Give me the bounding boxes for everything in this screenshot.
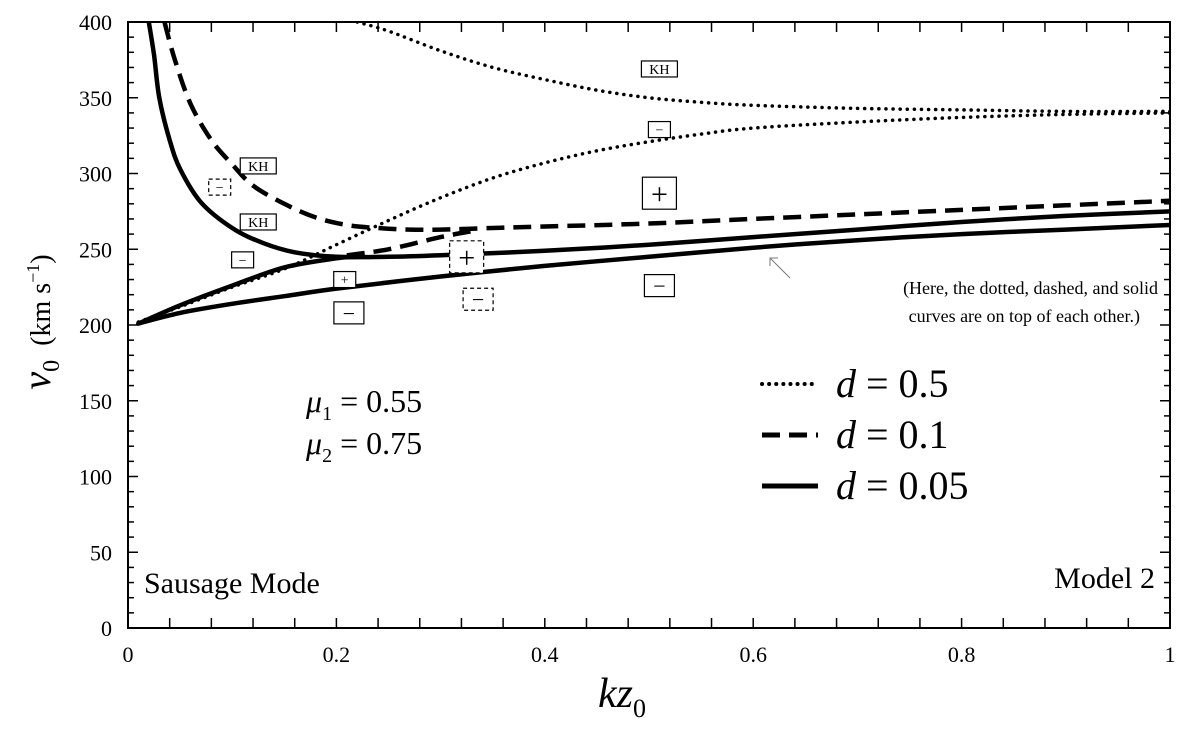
y-tick-label: 300 xyxy=(79,162,112,187)
x-tick-label: 0.2 xyxy=(323,642,351,667)
box-label-frame xyxy=(640,60,679,78)
y-tick-label: 150 xyxy=(79,389,112,414)
box-label-text: − xyxy=(653,274,665,299)
y-axis-title-base: v xyxy=(14,372,59,390)
box-label: + xyxy=(333,270,357,289)
param-mu2-sub: 2 xyxy=(322,445,332,467)
box-label-frame xyxy=(231,251,255,269)
params: μ1 = 0.55 μ2 = 0.75 xyxy=(305,383,422,467)
box-label: − xyxy=(647,120,672,139)
param-mu2-sym: μ xyxy=(305,425,322,461)
param-mu1-eq: = 0.55 xyxy=(332,383,422,419)
tick-marks xyxy=(127,21,1171,629)
legend-label-solid: d = 0.05 xyxy=(836,463,969,508)
box-label-text: − xyxy=(343,301,355,326)
curve-dashed-upper xyxy=(162,22,1170,232)
box-label: KH xyxy=(640,60,679,78)
box-label: KH xyxy=(239,157,277,175)
y-tick-label: 400 xyxy=(79,10,112,35)
legend-label-dotted: d = 0.5 xyxy=(836,361,949,406)
box-label: KH xyxy=(239,213,277,231)
legend-solid-prefix: d xyxy=(836,463,857,508)
legend-dashed-eq: = 0.1 xyxy=(856,412,949,457)
box-label-frame xyxy=(643,274,676,298)
y-tick-label: 0 xyxy=(101,616,112,641)
tick-labels: 0 0.2 0.4 0.6 0.8 1 0 50 100 150 200 250 300 350 400 xyxy=(79,10,1176,667)
mode-label: Sausage Mode xyxy=(144,567,320,600)
curve-solid-upper xyxy=(146,22,1170,260)
curves xyxy=(136,22,1170,326)
model-label: Model 2 xyxy=(1054,562,1155,595)
legend-label-dashed: d = 0.1 xyxy=(836,412,949,457)
box-label-text: − xyxy=(655,124,663,139)
y-tick-label: 350 xyxy=(79,86,112,111)
note-line-2: curves are on top of each other.) xyxy=(909,306,1140,327)
box-label: − xyxy=(462,287,494,312)
box-label-text: + xyxy=(458,242,475,275)
box-label-text: + xyxy=(341,274,349,289)
box-label: + xyxy=(641,176,678,211)
box-label-frame xyxy=(449,240,485,274)
box-label-frame xyxy=(641,176,678,210)
x-tick-label: 0 xyxy=(123,642,134,667)
box-label-frame xyxy=(647,120,672,139)
x-axis-title-base: kz xyxy=(598,671,633,717)
curve-dotted-upper xyxy=(355,22,1170,114)
box-label: − xyxy=(208,178,232,196)
x-axis-title-sub: 0 xyxy=(633,694,646,723)
box-label-frame xyxy=(333,270,357,289)
x-tick-label: 1 xyxy=(1165,642,1176,667)
box-label: − xyxy=(643,274,676,299)
legend-dashed-prefix: d xyxy=(836,412,857,457)
y-axis-title-unit-sup: −1 xyxy=(23,264,43,283)
note-arrow xyxy=(769,257,791,279)
box-label-text: − xyxy=(216,181,224,196)
box-label: − xyxy=(231,251,255,269)
param-mu2-eq: = 0.75 xyxy=(332,425,422,461)
y-axis-title-sub: 0 xyxy=(39,360,65,372)
curve-solid-connector xyxy=(136,254,360,326)
param-mu2: μ2 = 0.75 xyxy=(305,425,422,467)
box-label-frame xyxy=(462,287,494,311)
param-mu1-sub: 1 xyxy=(322,403,332,425)
x-tick-label: 0.8 xyxy=(948,642,976,667)
legend-dotted-eq: = 0.5 xyxy=(856,361,949,406)
y-tick-label: 100 xyxy=(79,465,112,490)
legend-dotted-prefix: d xyxy=(836,361,857,406)
box-labels: KH − + − KH − KH − + − + − xyxy=(208,60,679,326)
param-mu1-sym: μ xyxy=(305,383,322,419)
box-label-text: − xyxy=(239,254,247,269)
curve-solid-lower xyxy=(136,222,1170,326)
box-label-text: − xyxy=(472,287,484,312)
box-label-text: KH xyxy=(649,63,669,78)
param-mu1: μ1 = 0.55 xyxy=(305,383,422,425)
x-tick-label: 0.6 xyxy=(739,642,767,667)
box-label-text: KH xyxy=(248,160,268,175)
y-tick-label: 50 xyxy=(90,540,112,565)
box-label-frame xyxy=(333,301,365,325)
legend-solid-eq: = 0.05 xyxy=(856,463,969,508)
y-axis-title-unit-close: ) xyxy=(26,254,57,263)
y-axis-title: v0 (km s−1) xyxy=(14,254,65,389)
x-axis-title: kz0 xyxy=(598,671,646,723)
curve-dashed-lower xyxy=(346,228,473,258)
y-tick-label: 250 xyxy=(79,237,112,262)
note-line-1: (Here, the dotted, dashed, and solid xyxy=(903,278,1158,299)
box-label-frame xyxy=(239,157,277,175)
x-tick-label: 0.4 xyxy=(531,642,559,667)
legend: d = 0.5 d = 0.1 d = 0.05 xyxy=(760,361,969,508)
box-label-text: KH xyxy=(248,216,268,231)
box-label: + xyxy=(449,240,485,275)
y-axis-title-unit: (km s xyxy=(26,283,57,346)
box-label-frame xyxy=(239,213,277,231)
box-label: − xyxy=(333,301,365,326)
y-tick-label: 200 xyxy=(79,313,112,338)
box-label-text: + xyxy=(651,178,668,211)
box-label-frame xyxy=(208,178,232,196)
